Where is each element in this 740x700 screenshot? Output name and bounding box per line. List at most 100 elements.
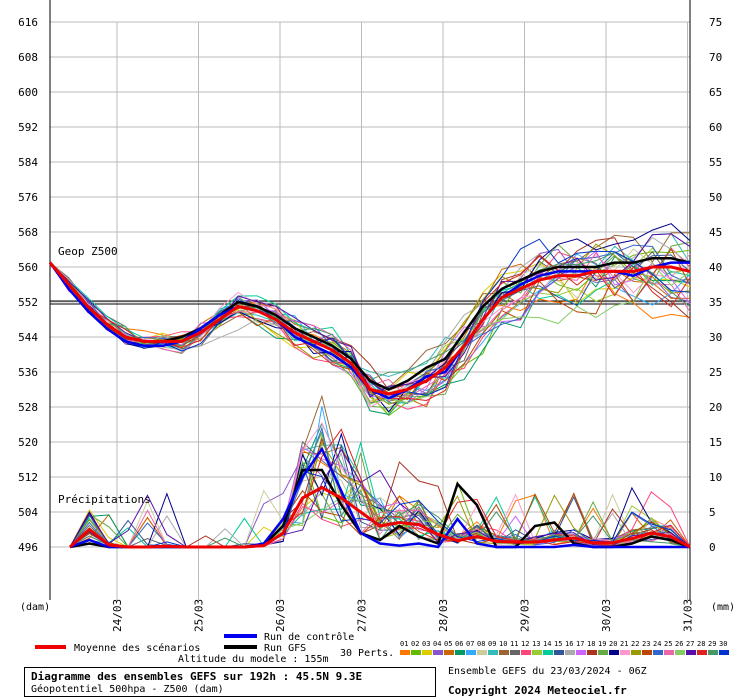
perturbation-number: 13 — [532, 640, 540, 648]
y-right-tick-label: 40 — [709, 261, 722, 274]
perturbation-number: 01 — [400, 640, 408, 648]
y-right-unit: (mm) — [711, 602, 735, 613]
perturbation-swatch — [400, 650, 410, 655]
perturbation-number: 08 — [477, 640, 485, 648]
y-right-tick-label: 55 — [709, 156, 722, 169]
y-right-tick-label: 5 — [709, 506, 716, 519]
y-right-tick-label: 60 — [709, 121, 722, 134]
perturbation-swatch — [708, 650, 718, 655]
legend-swatch-gfs — [224, 645, 257, 649]
chart-subtitle: Géopotentiel 500hpa - Z500 (dam) — [31, 684, 224, 695]
perturbation-number: 29 — [708, 640, 716, 648]
x-tick-label: 24/03 — [111, 599, 124, 632]
perturbation-swatch — [532, 650, 542, 655]
y-left-tick-label: 536 — [18, 366, 38, 379]
perturbation-number: 28 — [697, 640, 705, 648]
perturbation-geop-line-15 — [49, 251, 691, 396]
y-left-tick-label: 568 — [18, 226, 38, 239]
perturbation-geop-line-26 — [49, 262, 691, 405]
perturbation-number: 03 — [422, 640, 430, 648]
perturbation-number: 20 — [609, 640, 617, 648]
y-left-unit: (dam) — [20, 602, 50, 613]
y-right-tick-label: 30 — [709, 331, 722, 344]
perturbation-swatch — [411, 650, 421, 655]
perturbation-precip-line-11 — [69, 440, 691, 548]
y-right-tick-label: 0 — [709, 541, 716, 554]
y-left-tick-label: 528 — [18, 401, 38, 414]
altitude-text: Altitude du modele : 155m — [178, 654, 329, 665]
y-left-tick-label: 616 — [18, 16, 38, 29]
perturbation-number: 10 — [499, 640, 507, 648]
info-box: Diagramme des ensembles GEFS sur 192h : … — [24, 667, 436, 697]
x-tick-label: 30/03 — [600, 599, 613, 632]
y-right-tick-label: 65 — [709, 86, 722, 99]
perturbation-swatch — [620, 650, 630, 655]
perturbation-number: 14 — [543, 640, 551, 648]
y-left-tick-label: 552 — [18, 296, 38, 309]
perturbation-swatch — [543, 650, 553, 655]
perturbation-swatch — [422, 650, 432, 655]
perturbation-swatch — [686, 650, 696, 655]
perturbation-swatch — [697, 650, 707, 655]
perturbation-number: 23 — [642, 640, 650, 648]
x-tick-label: 31/03 — [682, 599, 695, 632]
y-right-tick-label: 70 — [709, 51, 722, 64]
geop-line-1 — [48, 261, 690, 400]
legend-swatch-control — [224, 634, 257, 638]
legend-label-control: Run de contrôle — [264, 631, 354, 643]
copyright-text: Copyright 2024 Meteociel.fr — [448, 684, 627, 697]
perturbation-geop-line-27 — [49, 233, 691, 398]
perturbation-swatch — [488, 650, 498, 655]
perturbation-swatch — [631, 650, 641, 655]
perturbation-swatch — [433, 650, 443, 655]
y-left-tick-label: 584 — [18, 156, 38, 169]
perturbation-number: 24 — [653, 640, 661, 648]
legend: Moyenne des scénarios Run de contrôleRun … — [35, 631, 729, 659]
perturbation-swatch — [598, 650, 608, 655]
perturbation-swatch — [576, 650, 586, 655]
perturbation-swatch — [510, 650, 520, 655]
perturbation-swatch — [642, 650, 652, 655]
perturbation-number: 06 — [455, 640, 463, 648]
perturbation-swatch — [664, 650, 674, 655]
perturbation-number: 07 — [466, 640, 474, 648]
perturbation-number: 17 — [576, 640, 584, 648]
perturbation-geop-line-24 — [49, 244, 691, 405]
y-left-tick-label: 512 — [18, 471, 38, 484]
perturbation-precip-line-22 — [69, 441, 691, 548]
x-tick-label: 27/03 — [356, 599, 369, 632]
perturbation-swatch — [554, 650, 564, 655]
perturbations-label: 30 Perts. — [340, 648, 394, 659]
perturbation-number: 15 — [554, 640, 562, 648]
legend-label-mean: Moyenne des scénarios — [74, 642, 200, 654]
perturbation-number: 09 — [488, 640, 496, 648]
y-right-tick-label: 15 — [709, 436, 722, 449]
y-right-tick-label: 10 — [709, 471, 722, 484]
perturbation-swatch — [653, 650, 663, 655]
geop-label: Geop Z500 — [58, 245, 118, 258]
perturbation-precip-line-09 — [69, 444, 691, 548]
perturbation-number: 18 — [587, 640, 595, 648]
y-left-tick-label: 504 — [18, 506, 38, 519]
perturbation-swatch — [466, 650, 476, 655]
perturbation-swatch — [565, 650, 575, 655]
ensemble-run-text: Ensemble GEFS du 23/03/2024 - 06Z — [448, 666, 647, 677]
chart-title: Diagramme des ensembles GEFS sur 192h : … — [31, 670, 363, 683]
x-tick-label: 28/03 — [437, 599, 450, 632]
perturbation-swatch — [719, 650, 729, 655]
y-left-tick-label: 600 — [18, 86, 38, 99]
y-left-tick-label: 544 — [18, 331, 38, 344]
geop-line-0 — [48, 261, 691, 396]
y-left-tick-label: 608 — [18, 51, 38, 64]
perturbation-number: 19 — [598, 640, 606, 648]
perturbation-number: 21 — [620, 640, 628, 648]
y-right-tick-label: 50 — [709, 191, 722, 204]
perturbation-precip-line-15 — [69, 444, 691, 548]
x-tick-label: 29/03 — [519, 599, 532, 632]
y-left-tick-label: 592 — [18, 121, 38, 134]
precip-line-0 — [68, 485, 691, 549]
perturbation-swatch — [477, 650, 487, 655]
perturbation-swatch — [444, 650, 454, 655]
perturbation-number: 04 — [433, 640, 441, 648]
